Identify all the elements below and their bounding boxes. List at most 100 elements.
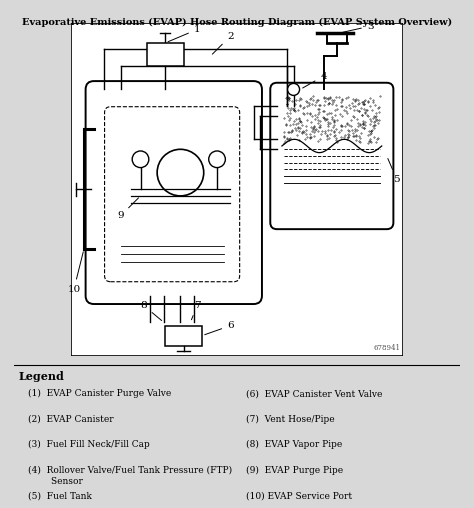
- Point: [359, 98, 366, 106]
- Point: [309, 112, 316, 120]
- Point: [321, 97, 328, 105]
- Text: 7: 7: [191, 301, 201, 320]
- Text: (7)  Vent Hose/Pipe: (7) Vent Hose/Pipe: [246, 415, 335, 424]
- Point: [296, 94, 304, 102]
- Point: [314, 119, 322, 128]
- Point: [301, 135, 309, 143]
- Point: [319, 113, 327, 121]
- Point: [354, 126, 361, 135]
- Point: [292, 120, 300, 129]
- Point: [284, 92, 292, 101]
- Text: (1)  EVAP Canister Purge Valve: (1) EVAP Canister Purge Valve: [27, 389, 171, 398]
- Point: [354, 100, 362, 108]
- Point: [366, 120, 374, 129]
- Point: [366, 135, 374, 143]
- Point: [310, 122, 318, 131]
- Text: 8: 8: [140, 301, 162, 321]
- Point: [283, 101, 291, 109]
- Point: [326, 119, 333, 127]
- Point: [366, 130, 374, 138]
- Text: (2)  EVAP Canister: (2) EVAP Canister: [27, 415, 113, 424]
- Point: [292, 115, 300, 123]
- Point: [282, 120, 290, 128]
- Point: [324, 120, 332, 128]
- Text: (10) EVAP Service Port: (10) EVAP Service Port: [246, 492, 352, 500]
- Point: [299, 121, 306, 129]
- Point: [307, 133, 315, 141]
- Point: [290, 117, 297, 125]
- Point: [320, 114, 328, 122]
- Point: [368, 125, 376, 134]
- Point: [340, 133, 348, 141]
- Point: [372, 112, 380, 120]
- Point: [357, 104, 365, 112]
- Point: [284, 112, 292, 120]
- Point: [328, 115, 336, 123]
- Point: [364, 131, 372, 139]
- Point: [303, 133, 311, 141]
- Point: [285, 116, 293, 124]
- Point: [303, 102, 311, 110]
- Point: [372, 115, 380, 123]
- Point: [289, 97, 296, 105]
- Point: [362, 118, 369, 126]
- Point: [361, 109, 369, 117]
- Point: [315, 122, 323, 131]
- Point: [333, 105, 340, 113]
- Point: [300, 109, 307, 117]
- Circle shape: [157, 149, 204, 196]
- Text: 3: 3: [343, 22, 374, 32]
- Point: [360, 99, 367, 107]
- Point: [330, 126, 338, 135]
- Point: [289, 127, 296, 135]
- Point: [295, 96, 302, 104]
- Point: [358, 122, 366, 131]
- Point: [291, 100, 299, 108]
- Point: [369, 122, 377, 130]
- Point: [350, 113, 358, 121]
- Point: [338, 122, 346, 130]
- Point: [301, 110, 308, 118]
- Point: [344, 126, 352, 134]
- Point: [374, 118, 381, 126]
- Point: [296, 102, 304, 110]
- Point: [296, 123, 303, 132]
- Point: [371, 121, 378, 129]
- Point: [306, 109, 314, 117]
- Point: [338, 95, 346, 103]
- Point: [311, 126, 319, 134]
- Point: [290, 105, 297, 113]
- Point: [343, 103, 350, 111]
- Point: [294, 123, 302, 131]
- Point: [375, 108, 383, 116]
- Point: [320, 107, 328, 115]
- Point: [358, 110, 365, 118]
- Point: [321, 116, 328, 124]
- Point: [332, 125, 340, 134]
- Point: [289, 125, 296, 134]
- Point: [311, 115, 319, 123]
- Point: [356, 107, 363, 115]
- Point: [367, 126, 375, 135]
- Point: [349, 96, 357, 104]
- Point: [302, 130, 310, 138]
- Point: [285, 96, 292, 104]
- Point: [284, 128, 292, 136]
- Point: [360, 98, 368, 106]
- Point: [344, 133, 352, 141]
- Point: [307, 130, 314, 138]
- Point: [307, 123, 315, 131]
- Point: [337, 121, 345, 129]
- Point: [316, 123, 323, 131]
- Point: [282, 93, 290, 102]
- Point: [355, 122, 362, 130]
- Point: [370, 98, 377, 106]
- Point: [283, 93, 290, 101]
- Point: [355, 119, 362, 128]
- Point: [347, 116, 355, 124]
- Point: [331, 131, 339, 139]
- Point: [309, 100, 316, 108]
- Point: [317, 101, 324, 109]
- Point: [364, 99, 372, 107]
- Point: [327, 94, 334, 102]
